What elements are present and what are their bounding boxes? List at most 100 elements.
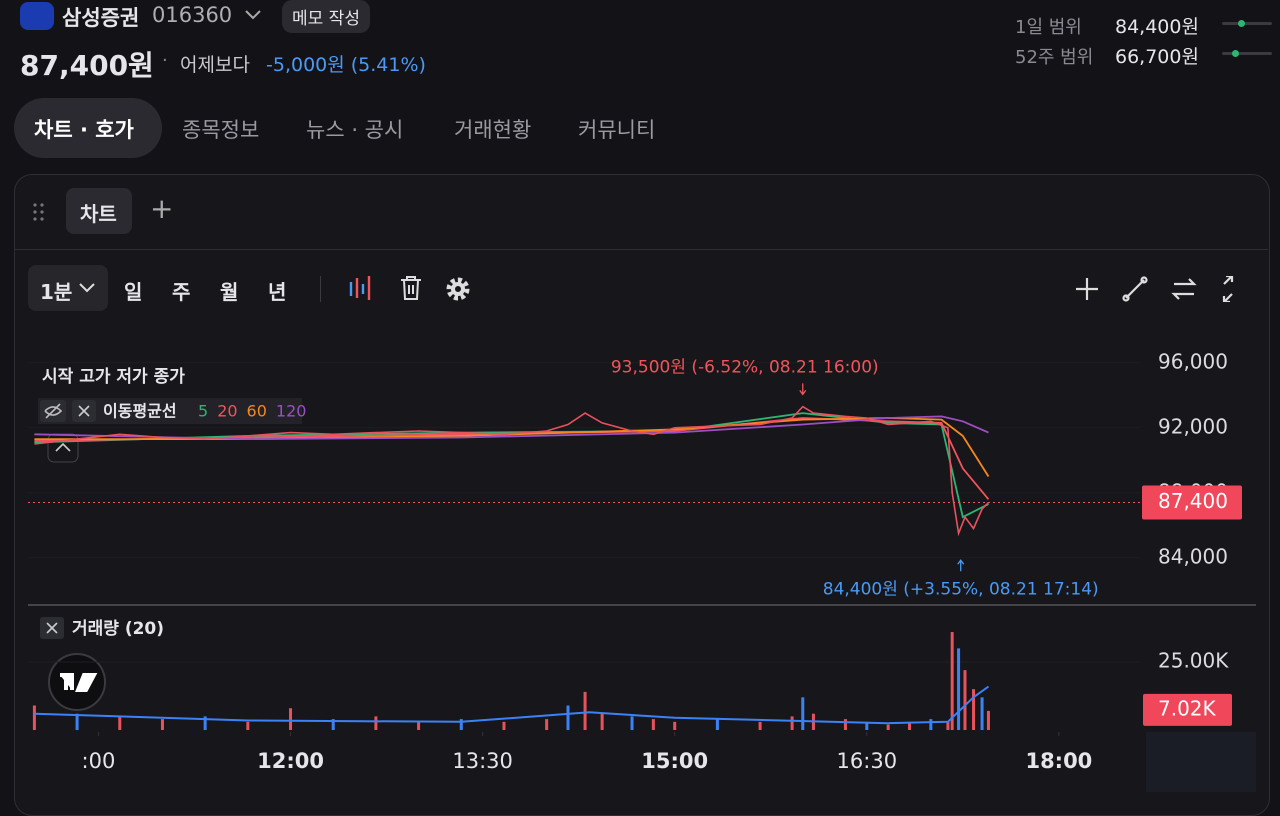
volume-bar (972, 689, 976, 730)
annotation-arrow (799, 383, 807, 396)
ma-legend-entry: 5 (198, 402, 208, 421)
y-tick-label: 84,000 (1158, 544, 1228, 568)
close-icon-glyph (46, 622, 58, 634)
volume-bar (758, 721, 762, 730)
tab[interactable]: 거래현황 (454, 118, 532, 142)
volume-bar (160, 719, 164, 730)
memo-button[interactable]: 메모 작성 (282, 0, 370, 33)
volume-bar (566, 705, 570, 730)
annotation-arrow (957, 559, 965, 572)
drag-handle[interactable] (32, 202, 46, 222)
active-tab-bg (14, 98, 162, 158)
volume-bar (865, 721, 869, 730)
y-tick-label: 25.00K (1158, 648, 1229, 672)
delete-icon[interactable] (398, 274, 424, 302)
volume-bar (980, 697, 984, 730)
volume-bar (950, 632, 954, 730)
period-button[interactable]: 월 (220, 280, 239, 304)
compare-label: 어제보다 (180, 54, 250, 76)
current-price-badge (1142, 485, 1242, 520)
settings-icon[interactable] (444, 275, 472, 303)
tv-logo[interactable] (48, 653, 106, 711)
volume-bar (75, 713, 79, 730)
volume-bar (374, 716, 378, 730)
chart: 시작 고가 저가 종가 이동평균선 거래량 (20) 96,000 92,000 8… (28, 349, 1256, 792)
axis-corner (1146, 732, 1256, 792)
x-tick-label: :00 (82, 749, 116, 773)
tv-logo-glyph (60, 673, 98, 692)
volume-bar (118, 716, 122, 730)
drawing-tools[interactable] (1074, 276, 1244, 302)
volume-bar (417, 721, 421, 730)
add-tab[interactable]: + (150, 192, 174, 225)
period-button[interactable]: 주 (172, 280, 191, 304)
panel-tab-bg (66, 188, 132, 234)
separator: · (162, 50, 168, 71)
volume-bar (907, 721, 911, 730)
tab[interactable]: 커뮤니티 (578, 118, 656, 142)
ma-line (34, 412, 989, 519)
range-label: 52주 범위 (1015, 47, 1094, 68)
current-price-label: 87,400 (1158, 489, 1228, 513)
volume-bar (583, 691, 587, 730)
period-button[interactable]: 년 (268, 280, 287, 304)
price-line (34, 405, 990, 537)
annotation: 84,400원 (+3.55%, 08.21 17:14) (823, 579, 1099, 599)
close-icon-glyph (78, 405, 90, 417)
y-tick-label: 92,000 (1158, 414, 1228, 438)
tab[interactable]: 뉴스 · 공시 (306, 118, 404, 142)
volume-bar (986, 710, 990, 730)
panel-tab[interactable]: 차트 (80, 202, 117, 226)
range-value: 66,700원 (1115, 46, 1199, 68)
price: 87,400원 (20, 49, 154, 82)
volume-bar (673, 721, 677, 730)
x-tick-label: 13:30 (452, 749, 513, 773)
volume-bar (545, 719, 549, 730)
interval-button[interactable]: 1분 (40, 280, 73, 304)
annotation: 93,500원 (-6.52%, 08.21 16:00) (611, 357, 879, 377)
indicator-icon[interactable] (348, 274, 374, 302)
volume-bar (600, 713, 604, 730)
toolbar-divider (320, 276, 321, 302)
volume-bar (32, 705, 36, 730)
volume-bar (246, 721, 250, 730)
ma-line (34, 415, 989, 441)
ma-title: 이동평균선 (103, 402, 177, 421)
dropdown-icon[interactable] (244, 8, 262, 22)
ohlc-legend: 시작 고가 저가 종가 (42, 367, 185, 387)
divider (14, 249, 1268, 250)
volume-bar (331, 719, 335, 730)
ma-line (34, 417, 990, 477)
interval-caret (79, 283, 95, 293)
y-tick-label: 96,000 (1158, 349, 1228, 373)
volume-bar (886, 724, 890, 730)
volume-bar (946, 721, 950, 730)
tab[interactable]: 종목정보 (182, 118, 260, 142)
volume-bar (459, 719, 463, 730)
ma-legend-entry: 120 (276, 402, 307, 421)
volume-bar (203, 716, 207, 730)
volume-bar (963, 670, 967, 730)
volume-title: 거래량 (20) (72, 619, 164, 639)
range-bar (1222, 50, 1272, 57)
tab[interactable]: 차트 · 호가 (34, 118, 134, 142)
volume-bar (957, 648, 961, 730)
x-tick-label: 15:00 (641, 749, 708, 773)
logo (20, 2, 54, 30)
volume-bar (843, 719, 847, 730)
volume-bar (790, 716, 794, 730)
range-label: 1일 범위 (1015, 17, 1082, 38)
period-button[interactable]: 일 (124, 280, 143, 304)
x-tick-label: 18:00 (1025, 749, 1092, 773)
ma-line (34, 417, 990, 500)
stock-code: 016360 (152, 3, 233, 27)
volume-bar (651, 719, 655, 730)
collapse-glyph (55, 442, 71, 452)
chart-panel (14, 174, 1270, 816)
stock-name: 삼성증권 (62, 6, 140, 30)
current-volume-label: 7.02K (1158, 696, 1217, 720)
hide-icon-glyph (44, 403, 63, 419)
x-tick-label: 16:30 (837, 749, 898, 773)
volume-ma-line (34, 685, 990, 725)
volume-bar (801, 697, 805, 730)
